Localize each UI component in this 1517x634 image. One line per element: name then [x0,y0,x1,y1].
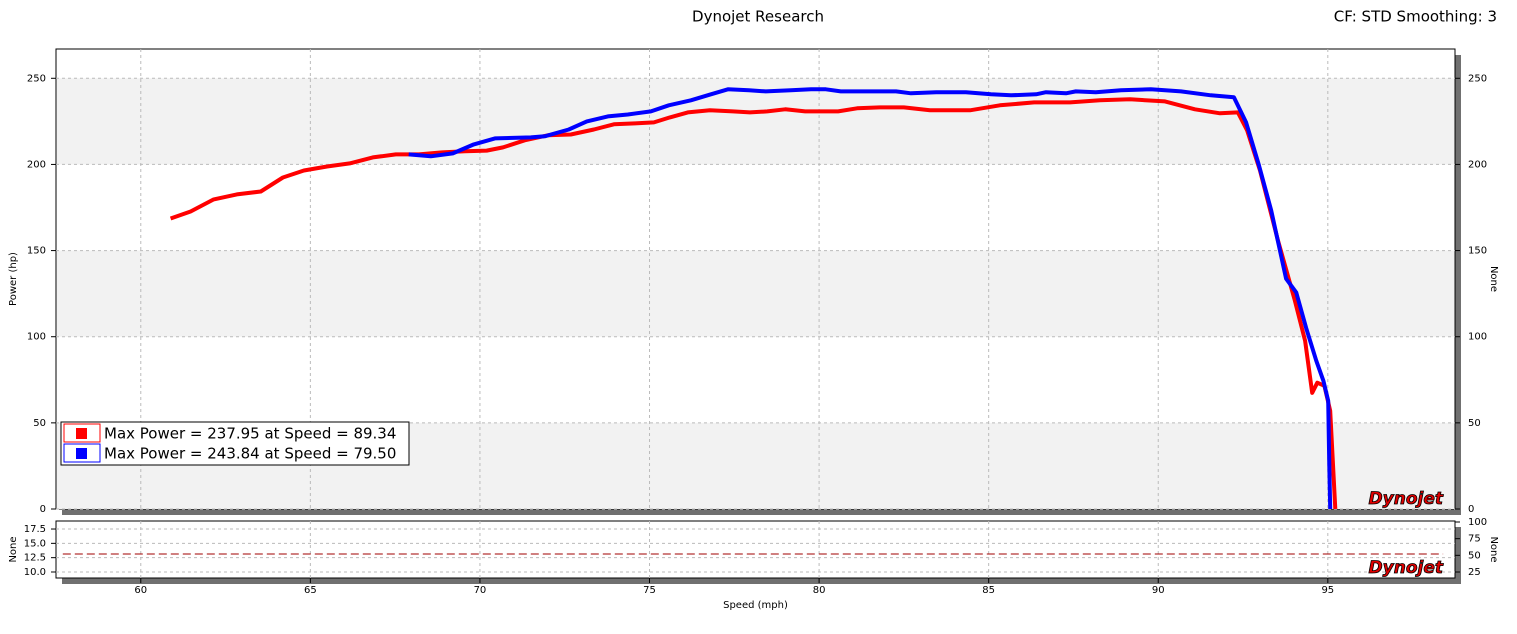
x-tick-label: 75 [643,585,656,596]
y-tick-label: 50 [33,418,46,429]
legend-label: Max Power = 243.84 at Speed = 79.50 [104,445,396,463]
plot-area [55,520,1456,579]
y-tick-label: 17.5 [24,524,46,535]
x-tick-label: 90 [1152,585,1165,596]
x-tick-label: 60 [134,585,147,596]
chart-subtitle: CF: STD Smoothing: 3 [1334,8,1497,26]
chart-title: Dynojet Research [692,8,824,26]
y2-axis-label: None [1488,536,1499,562]
y-tick-label: 250 [27,73,46,84]
y2-tick-label: 150 [1468,246,1487,257]
y-axis-label: None [8,536,19,562]
y-tick-label: 100 [27,332,46,343]
y2-tick-label: 100 [1468,517,1487,528]
y-axis-label: Power (hp) [8,252,19,306]
y2-tick-label: 50 [1468,418,1481,429]
y2-tick-label: 200 [1468,159,1487,170]
x-tick-label: 65 [304,585,317,596]
y-tick-label: 10.0 [24,567,46,578]
y2-tick-label: 25 [1468,567,1481,578]
y2-tick-label: 100 [1468,332,1487,343]
y-tick-label: 15.0 [24,538,46,549]
y2-axis-label: None [1488,266,1499,292]
x-tick-label: 95 [1321,585,1334,596]
grid-band [57,250,1454,337]
legend-label: Max Power = 237.95 at Speed = 89.34 [104,425,396,443]
logo: Dynojet [1369,558,1444,578]
y-tick-label: 200 [27,159,46,170]
y-tick-label: 150 [27,246,46,257]
x-tick-label: 85 [982,585,995,596]
logo: Dynojet [1369,489,1444,509]
legend-swatch [76,448,87,459]
legend-swatch [76,428,87,439]
series-line [408,87,1333,510]
y2-tick-label: 0 [1468,504,1474,515]
y-tick-label: 0 [40,504,46,515]
y2-tick-label: 50 [1468,550,1481,561]
y-tick-label: 12.5 [24,553,46,564]
y2-tick-label: 250 [1468,73,1487,84]
x-tick-label: 80 [813,585,826,596]
x-axis-label: Speed (mph) [723,600,788,611]
y2-tick-label: 75 [1468,534,1481,545]
legend-box [60,421,410,466]
x-tick-label: 70 [474,585,487,596]
